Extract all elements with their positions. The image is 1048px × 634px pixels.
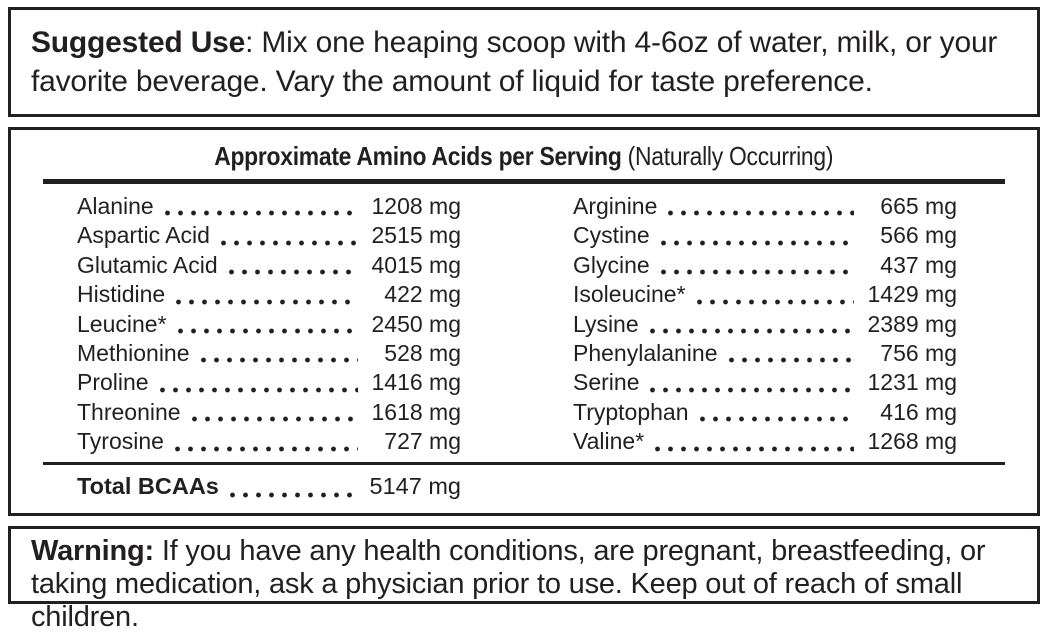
amino-value: 566 mg xyxy=(880,222,957,249)
dot-leader xyxy=(224,269,358,276)
warning-section: Warning: If you have any health conditio… xyxy=(8,525,1040,633)
amino-row: Aspartic Acid 2515 mg xyxy=(77,221,461,250)
amino-columns: Alanine 1208 mg Aspartic Acid 2515 mg Glutam… xyxy=(11,189,1037,457)
dot-leader xyxy=(170,445,358,452)
amino-value: 528 mg xyxy=(384,340,461,367)
amino-row: Histidine 422 mg xyxy=(77,280,461,309)
dot-leader xyxy=(155,386,358,393)
amino-row: Glutamic Acid 4015 mg xyxy=(77,251,461,280)
amino-row: Alanine 1208 mg xyxy=(77,192,461,221)
amino-name: Arginine xyxy=(573,193,658,219)
amino-name: Alanine xyxy=(77,193,154,219)
amino-name: Isoleucine* xyxy=(573,281,686,308)
dot-leader xyxy=(173,328,358,335)
dot-leader xyxy=(172,298,358,305)
amino-row: Threonine 1618 mg xyxy=(77,398,461,427)
dot-leader xyxy=(724,357,854,364)
total-bcaa-value: 5147 mg xyxy=(369,472,461,499)
amino-table-title-bold: Approximate Amino Acids per Serving xyxy=(214,141,623,171)
amino-row: Tyrosine 727 mg xyxy=(77,427,461,456)
amino-value: 1268 mg xyxy=(867,428,957,455)
suggested-use-paragraph: Suggested Use: Mix one heaping scoop wit… xyxy=(31,23,1017,101)
amino-name: Tyrosine xyxy=(77,428,164,455)
amino-name: Threonine xyxy=(77,398,181,425)
amino-row: Proline 1416 mg xyxy=(77,368,461,397)
amino-value: 2450 mg xyxy=(371,310,461,337)
dot-leader xyxy=(651,445,854,452)
amino-row: Glycine 437 mg xyxy=(573,251,957,280)
dot-leader xyxy=(196,357,358,364)
amino-name: Phenylalanine xyxy=(573,340,718,367)
amino-name: Aspartic Acid xyxy=(77,222,210,249)
amino-row: Arginine 665 mg xyxy=(573,192,957,221)
amino-value: 422 mg xyxy=(384,281,461,308)
total-bcaa-row: Total BCAAs 5147 mg xyxy=(77,469,461,503)
amino-table-title: Approximate Amino Acids per Serving (Nat… xyxy=(11,140,1037,172)
amino-value: 1429 mg xyxy=(867,281,957,308)
amino-column-right: Arginine 665 mg Cystine 566 mg Glycine 437 mg… xyxy=(573,192,957,457)
amino-value: 4015 mg xyxy=(371,251,461,278)
amino-name: Leucine* xyxy=(77,310,167,337)
amino-name: Tryptophan xyxy=(573,398,689,425)
dot-leader xyxy=(187,416,358,423)
amino-value: 1208 mg xyxy=(371,193,461,219)
amino-row: Serine 1231 mg xyxy=(573,368,957,397)
warning-paragraph: Warning: If you have any health conditio… xyxy=(31,535,1017,634)
suggested-use-section: Suggested Use: Mix one heaping scoop wit… xyxy=(8,7,1040,117)
dot-leader xyxy=(656,239,854,246)
dot-leader xyxy=(216,239,358,246)
amino-name: Glycine xyxy=(573,251,650,278)
amino-name: Proline xyxy=(77,369,149,396)
amino-name: Lysine xyxy=(573,310,639,337)
dot-leader xyxy=(160,210,358,217)
amino-row: Leucine* 2450 mg xyxy=(77,310,461,339)
amino-value: 2515 mg xyxy=(371,222,461,249)
amino-value: 416 mg xyxy=(880,398,957,425)
dot-leader xyxy=(692,298,854,305)
amino-name: Cystine xyxy=(573,222,650,249)
amino-table-title-text: Approximate Amino Acids per Serving (Nat… xyxy=(215,140,834,172)
amino-name: Histidine xyxy=(77,281,166,308)
amino-value: 1618 mg xyxy=(371,398,461,425)
amino-row: Valine* 1268 mg xyxy=(573,427,957,456)
amino-name: Methionine xyxy=(77,340,190,367)
amino-table-title-note: (Naturally Occurring) xyxy=(627,141,834,171)
suggested-use-label: Suggested Use xyxy=(31,26,246,59)
suggested-use-body: : Mix one heaping scoop with 4-6oz of wa… xyxy=(31,26,998,98)
amino-name: Valine* xyxy=(573,428,645,455)
amino-column-left: Alanine 1208 mg Aspartic Acid 2515 mg Glutam… xyxy=(77,192,461,457)
amino-value: 2389 mg xyxy=(867,310,957,337)
warning-label: Warning: xyxy=(31,534,154,567)
amino-value: 727 mg xyxy=(384,428,461,455)
amino-row: Cystine 566 mg xyxy=(573,221,957,250)
dot-leader xyxy=(664,210,854,217)
amino-row: Phenylalanine 756 mg xyxy=(573,339,957,368)
amino-name: Serine xyxy=(573,369,640,396)
amino-name: Glutamic Acid xyxy=(77,251,218,278)
dot-leader xyxy=(225,491,358,498)
total-bcaa-label: Total BCAAs xyxy=(77,472,219,499)
total-divider xyxy=(43,461,1005,465)
dot-leader xyxy=(695,416,854,423)
amino-row: Methionine 528 mg xyxy=(77,339,461,368)
amino-row: Tryptophan 416 mg xyxy=(573,398,957,427)
header-divider xyxy=(43,179,1005,184)
amino-value: 437 mg xyxy=(880,251,957,278)
amino-row: Lysine 2389 mg xyxy=(573,310,957,339)
amino-value: 665 mg xyxy=(880,193,957,219)
amino-acids-section: Approximate Amino Acids per Serving (Nat… xyxy=(8,127,1040,516)
amino-value: 1416 mg xyxy=(371,369,461,396)
dot-leader xyxy=(656,269,854,276)
amino-row: Isoleucine* 1429 mg xyxy=(573,280,957,309)
supplement-label: Suggested Use: Mix one heaping scoop wit… xyxy=(8,7,1040,633)
dot-leader xyxy=(645,328,854,335)
dot-leader xyxy=(646,386,854,393)
amino-value: 1231 mg xyxy=(867,369,957,396)
amino-value: 756 mg xyxy=(880,340,957,367)
